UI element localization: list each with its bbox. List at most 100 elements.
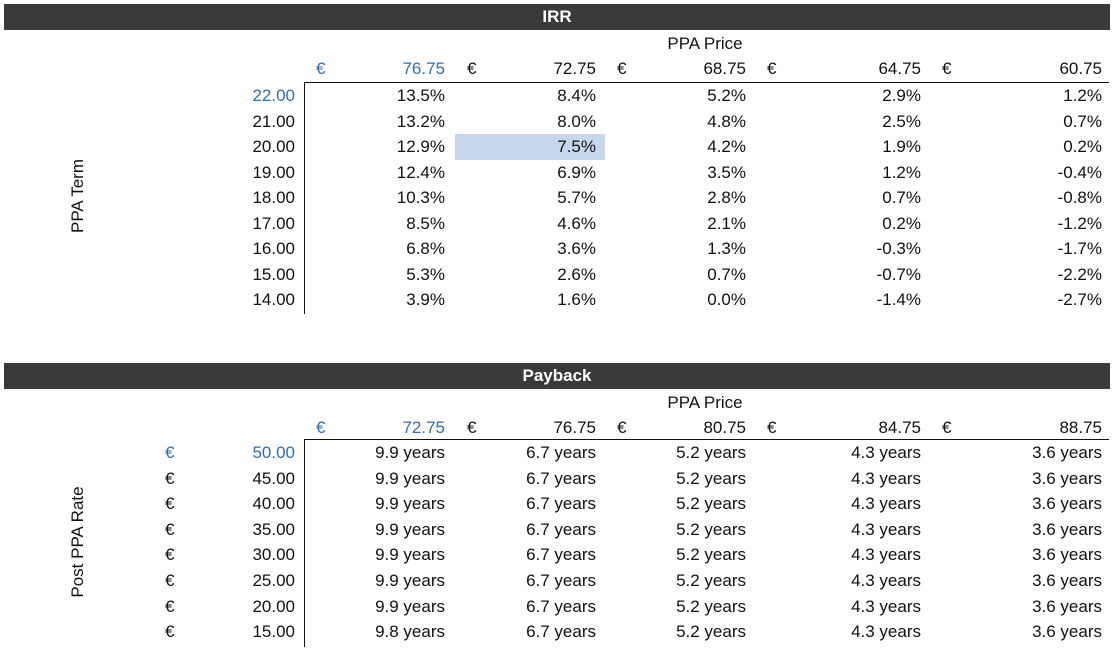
irr-term-label: 17.00: [252, 214, 295, 233]
currency-symbol: €: [165, 469, 175, 488]
payback-cell: 5.2 years: [676, 494, 746, 513]
currency-symbol: €: [165, 597, 175, 616]
payback-cell: 3.6 years: [1032, 622, 1102, 641]
irr-title: IRR: [542, 7, 572, 26]
irr-cell: -1.4%: [876, 290, 921, 309]
price-header-value: 68.75: [703, 59, 746, 78]
payback-cell: 6.7 years: [526, 494, 596, 513]
irr-term-label: 15.00: [252, 265, 295, 284]
irr-cell: 3.9%: [406, 290, 445, 309]
irr-term-label: 20.00: [252, 137, 295, 156]
price-header-value: 60.75: [1059, 59, 1102, 78]
payback-header-divider: [305, 439, 1109, 440]
price-header-value: 76.75: [553, 418, 596, 437]
payback-cell: 9.9 years: [375, 494, 445, 513]
highlighted-cell: [455, 134, 605, 160]
irr-cell: 0.7%: [707, 265, 746, 284]
irr-cell: 7.5%: [557, 137, 596, 156]
payback-cell: 4.3 years: [851, 597, 921, 616]
payback-cell: 9.8 years: [375, 622, 445, 641]
payback-cell: 4.3 years: [851, 571, 921, 590]
irr-cell: 1.3%: [707, 239, 746, 258]
currency-symbol: €: [617, 418, 627, 437]
price-header-value: 72.75: [553, 59, 596, 78]
payback-rate-label: 20.00: [252, 597, 295, 616]
currency-symbol: €: [165, 571, 175, 590]
payback-cell: 5.2 years: [676, 545, 746, 564]
payback-cell: 5.2 years: [676, 443, 746, 462]
payback-title-band: Payback: [4, 363, 1110, 389]
payback-cell: 4.3 years: [851, 622, 921, 641]
irr-cell: 0.7%: [1063, 112, 1102, 131]
irr-term-label: 19.00: [252, 163, 295, 182]
payback-cell: 5.2 years: [676, 622, 746, 641]
currency-symbol: €: [165, 520, 175, 539]
price-header-value: 88.75: [1059, 418, 1102, 437]
irr-cell: 2.6%: [557, 265, 596, 284]
currency-symbol: €: [316, 418, 326, 437]
irr-cell: 0.7%: [882, 188, 921, 207]
payback-rate-label: 25.00: [252, 571, 295, 590]
currency-symbol: €: [165, 622, 175, 641]
payback-cell: 6.7 years: [526, 443, 596, 462]
irr-cell: 0.0%: [707, 290, 746, 309]
irr-cell: 8.5%: [406, 214, 445, 233]
payback-column-header: PPA Price: [667, 393, 743, 412]
payback-cell: 6.7 years: [526, 597, 596, 616]
irr-cell: -1.2%: [1057, 214, 1102, 233]
irr-cell: 8.0%: [557, 112, 596, 131]
irr-term-label: 22.00: [252, 86, 295, 105]
payback-rate-label: 15.00: [252, 622, 295, 641]
payback-rate-label: 40.00: [252, 494, 295, 513]
currency-symbol: €: [467, 59, 477, 78]
irr-cell: 6.8%: [406, 239, 445, 258]
payback-cell: 4.3 years: [851, 520, 921, 539]
price-header-value: 80.75: [703, 418, 746, 437]
irr-cell: 2.9%: [882, 86, 921, 105]
payback-cell: 9.9 years: [375, 520, 445, 539]
irr-cell: 2.5%: [882, 112, 921, 131]
irr-term-label: 18.00: [252, 188, 295, 207]
irr-cell: 3.6%: [557, 239, 596, 258]
payback-cell: 9.9 years: [375, 545, 445, 564]
payback-rate-label: 45.00: [252, 469, 295, 488]
irr-cell: -0.8%: [1057, 188, 1102, 207]
irr-cell: 3.5%: [707, 163, 746, 182]
irr-cell: 5.7%: [557, 188, 596, 207]
irr-cell: 5.2%: [707, 86, 746, 105]
irr-cell: 2.1%: [707, 214, 746, 233]
currency-symbol: €: [767, 59, 777, 78]
payback-rate-label: 50.00: [252, 443, 295, 462]
irr-cell: 1.2%: [1063, 86, 1102, 105]
currency-symbol: €: [617, 59, 627, 78]
currency-symbol: €: [165, 545, 175, 564]
irr-cell: -1.7%: [1057, 239, 1102, 258]
payback-cell: 3.6 years: [1032, 571, 1102, 590]
payback-cell: 9.9 years: [375, 597, 445, 616]
irr-cell: 1.2%: [882, 163, 921, 182]
payback-cell: 3.6 years: [1032, 520, 1102, 539]
irr-cell: 13.2%: [396, 112, 445, 131]
payback-cell: 6.7 years: [526, 520, 596, 539]
irr-cell: 5.3%: [406, 265, 445, 284]
irr-row-header: PPA Term: [68, 159, 87, 234]
irr-column-header: PPA Price: [667, 34, 743, 53]
irr-cell: -2.7%: [1057, 290, 1102, 309]
payback-cell: 4.3 years: [851, 443, 921, 462]
payback-cell: 5.2 years: [676, 571, 746, 590]
payback-cell: 5.2 years: [676, 469, 746, 488]
price-header-value: 72.75: [402, 418, 445, 437]
payback-cell: 6.7 years: [526, 622, 596, 641]
payback-cell: 9.9 years: [375, 571, 445, 590]
payback-cell: 3.6 years: [1032, 469, 1102, 488]
price-header-value: 84.75: [878, 418, 921, 437]
irr-cell: 12.9%: [396, 137, 445, 156]
currency-symbol: €: [942, 59, 952, 78]
currency-symbol: €: [316, 59, 326, 78]
irr-cell: 4.6%: [557, 214, 596, 233]
price-header-value: 76.75: [402, 59, 445, 78]
irr-cell: -0.3%: [876, 239, 921, 258]
payback-row-header: Post PPA Rate: [68, 486, 87, 598]
payback-cell: 3.6 years: [1032, 597, 1102, 616]
payback-cell: 6.7 years: [526, 469, 596, 488]
